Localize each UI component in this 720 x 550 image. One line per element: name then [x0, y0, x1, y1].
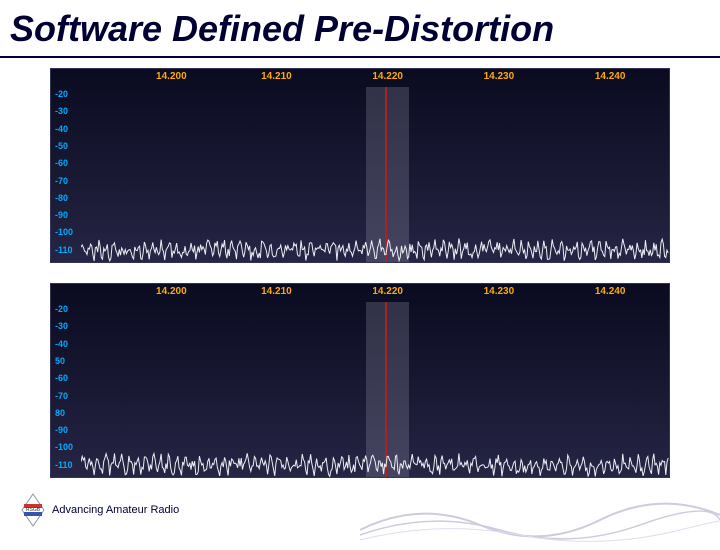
freq-label: 14.220: [372, 71, 403, 82]
y-axis-label: -80: [55, 193, 68, 203]
y-axis-label: -90: [55, 210, 68, 220]
freq-label: 14.200: [156, 71, 187, 82]
y-axis-label: -20: [55, 89, 68, 99]
footer-text: Advancing Amateur Radio: [52, 504, 179, 516]
spectrum-trace: [81, 302, 669, 478]
wave-decoration: [360, 490, 720, 550]
y-axis-label: -40: [55, 339, 68, 349]
y-axis-label: -20: [55, 304, 68, 314]
y-axis-label: -100: [55, 442, 73, 452]
freq-label: 14.220: [372, 286, 403, 297]
spectrum-chart-top: 14.200 14.210 14.220 14.230 14.240 -20 -30 -40 -…: [50, 68, 670, 263]
freq-label: 14.210: [261, 286, 292, 297]
y-axis-label: -100: [55, 227, 73, 237]
freq-label: 14.200: [156, 286, 187, 297]
freq-label: 14.230: [484, 71, 515, 82]
y-axis-label: -30: [55, 106, 68, 116]
spectrum-trace: [81, 87, 669, 263]
y-axis-label: -110: [55, 245, 73, 255]
y-axis-label: 50: [55, 356, 65, 366]
y-axis-label: -70: [55, 176, 68, 186]
y-axis-label: -30: [55, 321, 68, 331]
freq-label: 14.230: [484, 286, 515, 297]
svg-text:RSGB: RSGB: [26, 507, 41, 513]
y-axis-label: -60: [55, 158, 68, 168]
y-axis-label: -90: [55, 425, 68, 435]
y-axis-label: -60: [55, 373, 68, 383]
rsgb-logo-icon: RSGB: [20, 492, 46, 528]
y-axis-label: -40: [55, 124, 68, 134]
y-axis-label: -110: [55, 460, 73, 470]
y-axis-label: -70: [55, 391, 68, 401]
spectrum-chart-bottom: 14.200 14.210 14.220 14.230 14.240 -20 -30 -40 5…: [50, 283, 670, 478]
y-axis-label: -50: [55, 141, 68, 151]
y-axis-label: 80: [55, 408, 65, 418]
freq-label: 14.240: [595, 71, 626, 82]
charts-container: 14.200 14.210 14.220 14.230 14.240 -20 -30 -40 -…: [0, 68, 720, 478]
footer: RSGB Advancing Amateur Radio: [20, 492, 179, 528]
freq-label: 14.240: [595, 286, 626, 297]
freq-label: 14.210: [261, 71, 292, 82]
page-title: Software Defined Pre-Distortion: [0, 0, 720, 58]
